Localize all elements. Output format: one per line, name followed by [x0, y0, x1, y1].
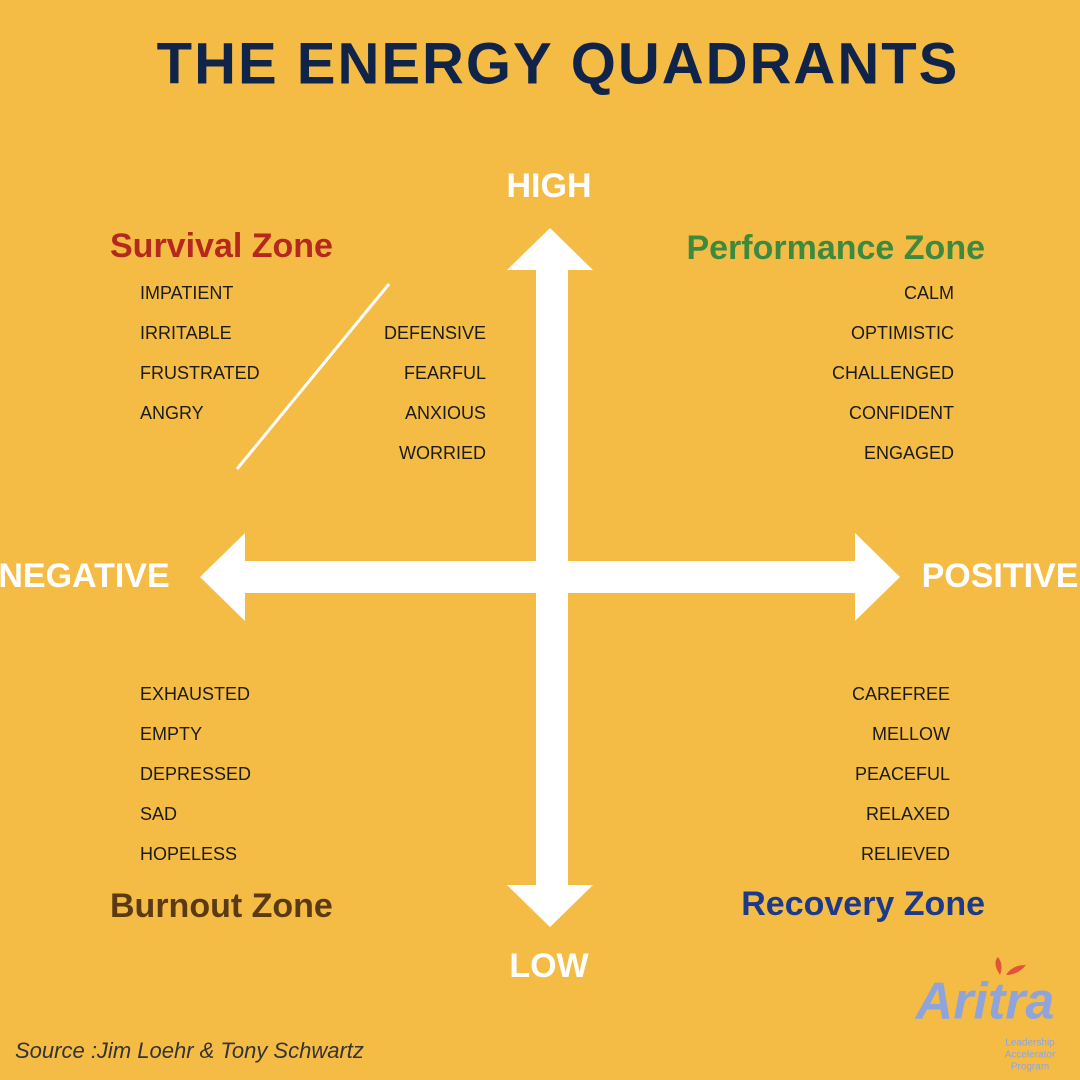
- title: THE ENERGY QUADRANTS: [157, 31, 960, 96]
- logo-name: Aritra: [914, 973, 1055, 1031]
- zone-title: Survival Zone: [110, 227, 333, 265]
- source: Source :Jim Loehr & Tony Schwartz: [15, 1038, 364, 1063]
- emotion-word: EXHAUSTED: [140, 684, 250, 704]
- emotion-word: DEFENSIVE: [384, 323, 486, 343]
- logo-tagline: Leadership: [1005, 1038, 1055, 1049]
- emotion-word: ENGAGED: [864, 443, 954, 463]
- horizontal-arrow: [200, 533, 900, 621]
- emotion-word: FRUSTRATED: [140, 363, 260, 383]
- emotion-word: CONFIDENT: [849, 403, 954, 423]
- zone-title: Recovery Zone: [741, 885, 985, 923]
- axis-label: POSITIVE: [922, 557, 1079, 595]
- emotion-word: ANGRY: [140, 403, 204, 423]
- word-lists: IMPATIENT IRRITABLE FRUSTRATED ANGRY DEFENSI…: [140, 283, 954, 864]
- emotion-word: RELIEVED: [861, 844, 950, 864]
- emotion-word: RELAXED: [866, 804, 950, 824]
- emotion-word: WORRIED: [399, 443, 486, 463]
- emotion-word: CHALLENGED: [832, 363, 954, 383]
- emotion-word: OPTIMISTIC: [851, 323, 954, 343]
- emotion-word: HOPELESS: [140, 844, 237, 864]
- zone-title: Burnout Zone: [110, 887, 333, 925]
- emotion-word: IMPATIENT: [140, 283, 233, 303]
- emotion-word: DEPRESSED: [140, 764, 251, 784]
- emotion-word: ANXIOUS: [405, 403, 486, 423]
- emotion-word: EMPTY: [140, 724, 202, 744]
- emotion-word: MELLOW: [872, 724, 950, 744]
- emotion-word: IRRITABLE: [140, 323, 232, 343]
- axis-label: HIGH: [507, 167, 592, 205]
- logo-tagline: Accelerator: [1005, 1050, 1056, 1061]
- emotion-word: SAD: [140, 804, 177, 824]
- axis-label: LOW: [509, 947, 589, 985]
- emotion-word: CAREFREE: [852, 684, 950, 704]
- divider-line: [235, 283, 391, 470]
- emotion-word: FEARFUL: [404, 363, 486, 383]
- zone-title: Performance Zone: [686, 229, 985, 267]
- emotion-word: PEACEFUL: [855, 764, 950, 784]
- axis-label: NEGATIVE: [0, 557, 170, 595]
- logo-leaf: [995, 957, 1026, 975]
- emotion-word: CALM: [904, 283, 954, 303]
- logo-tagline: Program: [1011, 1062, 1049, 1073]
